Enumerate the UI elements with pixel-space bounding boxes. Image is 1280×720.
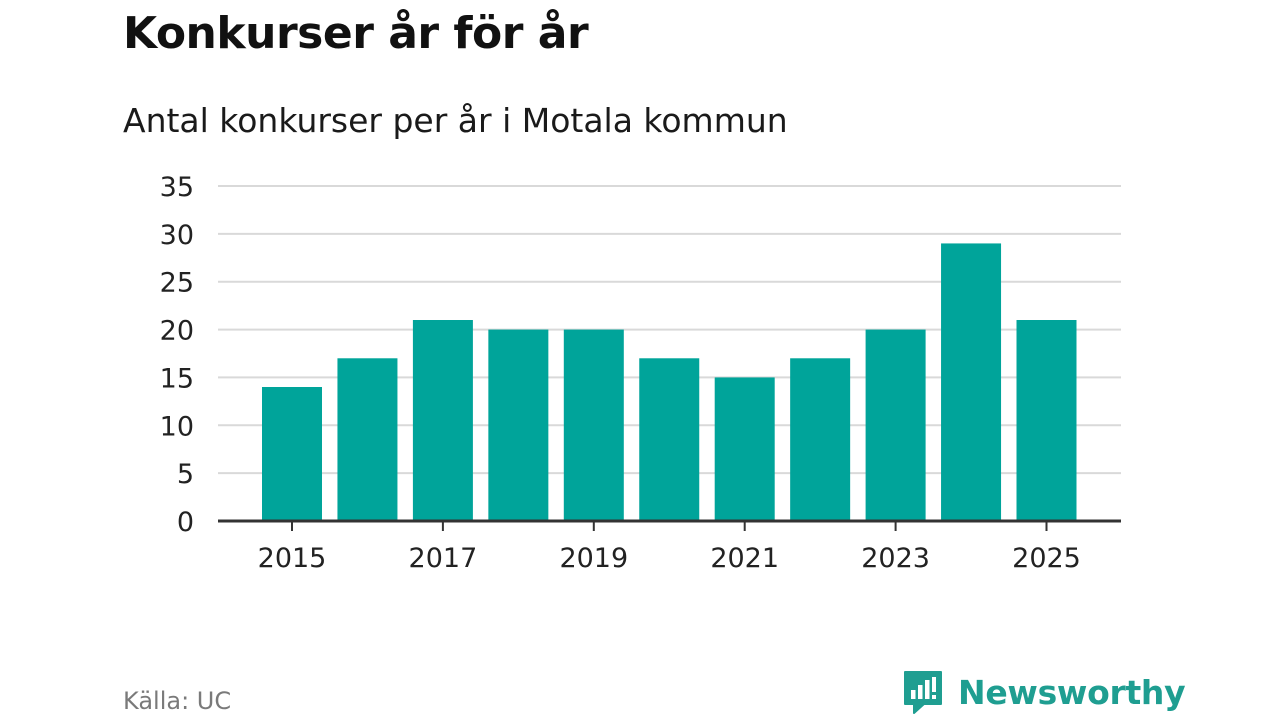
chart-subtitle: Antal konkurser per år i Motala kommun (123, 101, 788, 140)
brand-logo: Newsworthy (902, 670, 1186, 714)
bar-2018 (488, 329, 549, 521)
x-tick-label: 2021 (710, 543, 779, 574)
bar-2017 (412, 320, 473, 521)
y-tick-label: 25 (160, 268, 194, 299)
x-tick-label: 2023 (861, 543, 930, 574)
y-tick-label: 5 (177, 459, 194, 490)
newsworthy-logo-icon (904, 671, 942, 714)
y-tick-label: 35 (160, 172, 194, 203)
bar-2023 (865, 329, 926, 521)
axes (218, 519, 1121, 531)
brand-name: Newsworthy (958, 672, 1186, 712)
chart-title: Konkurser år för år (123, 8, 589, 59)
bar-2024 (941, 243, 1002, 521)
bars (262, 243, 1077, 521)
y-tick-label: 20 (160, 316, 194, 347)
x-tick-label: 2025 (1012, 543, 1081, 574)
bar-2022 (790, 358, 851, 521)
y-tick-label: 30 (160, 220, 194, 251)
source-note: Källa: UC (123, 687, 232, 715)
y-tick-label: 15 (160, 363, 194, 394)
y-tick-label: 0 (177, 507, 194, 538)
bar-2021 (714, 377, 775, 521)
y-tick-label: 10 (160, 411, 194, 442)
bar-2015 (262, 387, 322, 521)
bar-2020 (639, 358, 700, 521)
bar-2025 (1016, 320, 1077, 521)
bar-2019 (563, 329, 624, 521)
x-tick-label: 2019 (559, 543, 628, 574)
bar-2016 (337, 358, 398, 521)
x-tick-label: 2015 (258, 543, 327, 574)
x-tick-label: 2017 (409, 543, 478, 574)
